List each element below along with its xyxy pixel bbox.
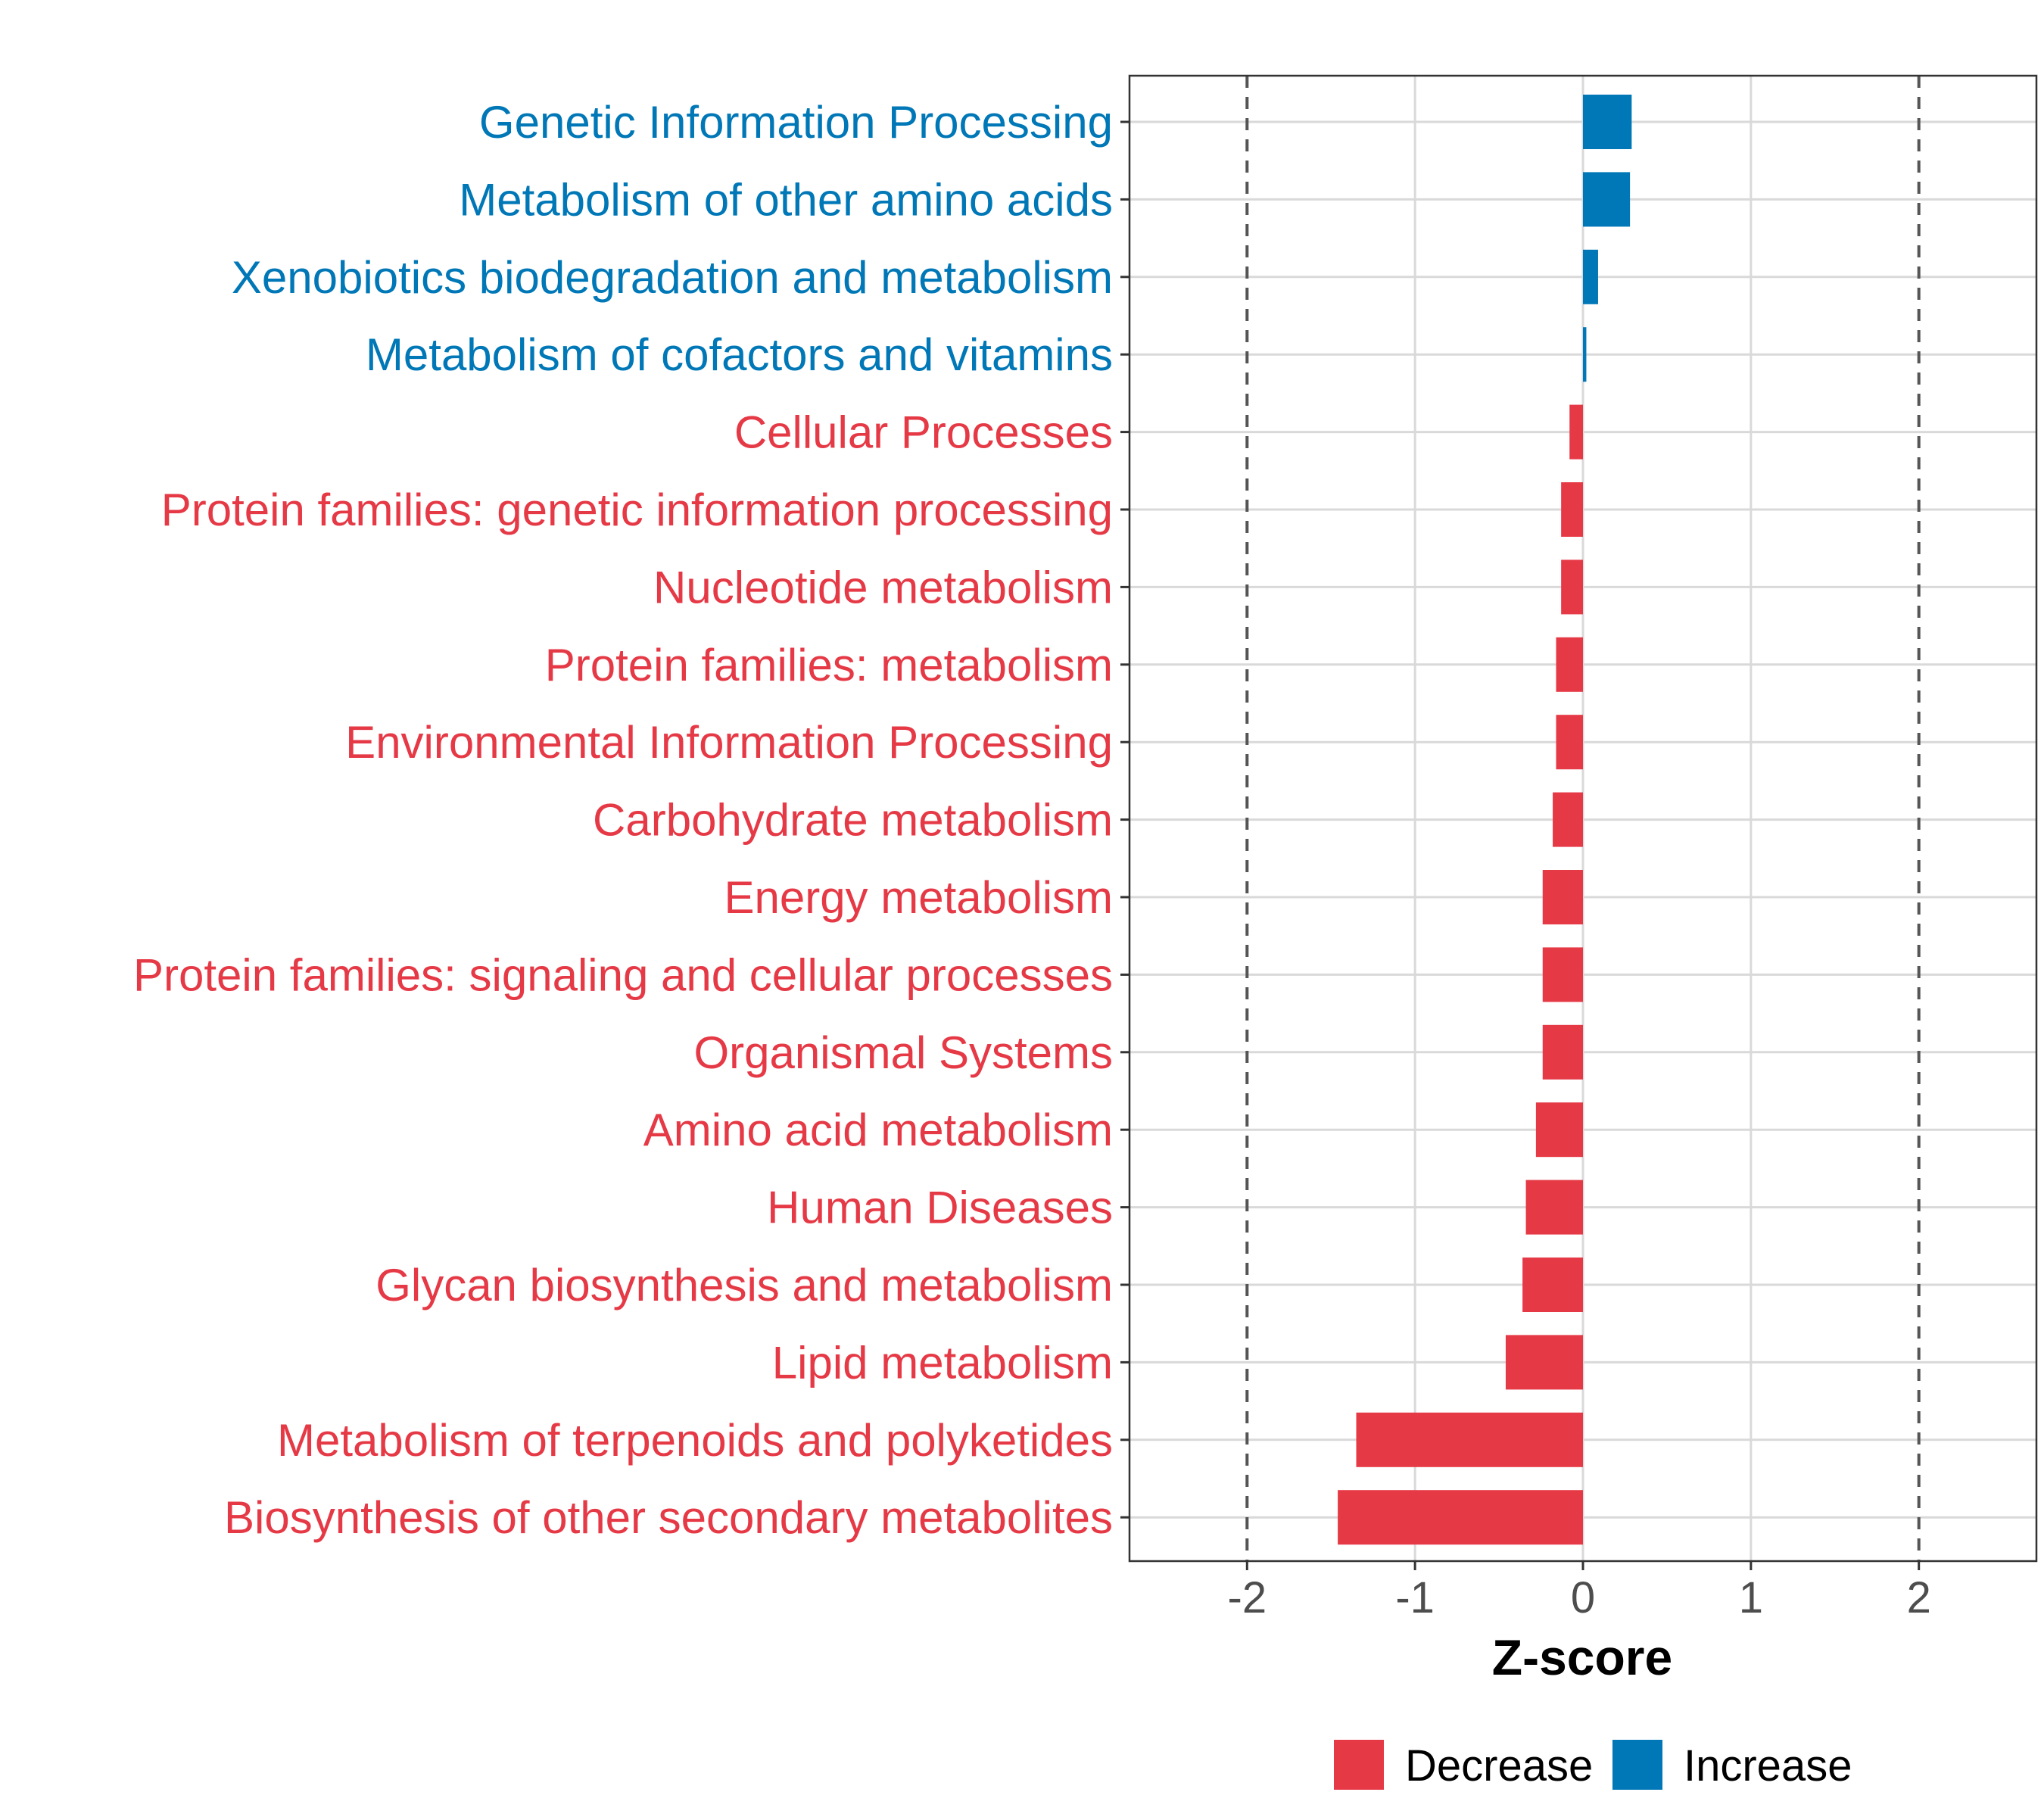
reference-lines <box>1245 76 1921 1561</box>
x-tick-label-2: 0 <box>1571 1573 1595 1622</box>
legend-swatch-decrease <box>1334 1740 1384 1790</box>
bar-5 <box>1561 482 1583 537</box>
y-category-label-15: Glycan biosynthesis and metabolism <box>375 1260 1113 1311</box>
legend-label-increase: Increase <box>1684 1741 1852 1791</box>
y-category-label-3: Metabolism of cofactors and vitamins <box>366 329 1113 380</box>
bar-6 <box>1561 559 1583 615</box>
bar-12 <box>1542 1024 1583 1080</box>
x-tick-label-1: -1 <box>1395 1573 1435 1622</box>
y-axis-ticks <box>1120 120 1129 1519</box>
x-axis-ticks: -2 -1 0 1 2 <box>1228 1561 1931 1622</box>
bar-14 <box>1525 1180 1583 1235</box>
y-category-label-5: Protein families: genetic information pr… <box>161 485 1113 535</box>
x-tick-label-3: 1 <box>1739 1573 1763 1622</box>
y-category-label-10: Energy metabolism <box>724 872 1113 923</box>
y-category-label-17: Metabolism of terpenoids and polyketides <box>277 1415 1113 1466</box>
y-category-label-4: Cellular Processes <box>734 407 1113 458</box>
bar-0 <box>1583 95 1632 149</box>
x-tick-label-4: 2 <box>1907 1573 1931 1622</box>
bar-15 <box>1522 1258 1583 1312</box>
y-category-label-1: Metabolism of other amino acids <box>459 174 1113 225</box>
y-category-label-8: Environmental Information Processing <box>345 717 1113 768</box>
y-category-label-18: Biosynthesis of other secondary metaboli… <box>224 1492 1113 1543</box>
y-category-label-7: Protein families: metabolism <box>545 640 1113 690</box>
y-category-label-12: Organismal Systems <box>694 1027 1113 1078</box>
y-category-label-14: Human Diseases <box>767 1183 1113 1233</box>
y-category-label-6: Nucleotide metabolism <box>653 562 1113 612</box>
bar-16 <box>1505 1335 1583 1390</box>
x-tick-label-0: -2 <box>1228 1573 1267 1622</box>
bar-9 <box>1553 792 1583 847</box>
legend-swatch-increase <box>1612 1740 1662 1790</box>
bar-7 <box>1556 637 1583 692</box>
y-category-label-0: Genetic Information Processing <box>479 97 1113 148</box>
bar-13 <box>1535 1102 1583 1158</box>
y-category-label-13: Amino acid metabolism <box>643 1105 1113 1155</box>
y-category-label-9: Carbohydrate metabolism <box>593 795 1113 846</box>
bar-8 <box>1556 715 1583 770</box>
legend-label-decrease: Decrease <box>1405 1741 1593 1791</box>
bar-1 <box>1583 172 1631 227</box>
bar-2 <box>1583 249 1598 304</box>
x-axis-title: Z-score <box>1492 1629 1672 1685</box>
bar-18 <box>1338 1490 1583 1545</box>
bar-17 <box>1356 1412 1583 1467</box>
bars <box>1338 95 1632 1545</box>
y-category-label-2: Xenobiotics biodegradation and metabolis… <box>232 252 1113 303</box>
y-axis-category-labels: Genetic Information Processing Metabolism… <box>133 97 1113 1543</box>
y-category-label-16: Lipid metabolism <box>772 1337 1113 1388</box>
bar-3 <box>1583 327 1587 382</box>
y-category-label-11: Protein families: signaling and cellular… <box>133 949 1113 1000</box>
bar-11 <box>1542 947 1583 1002</box>
bar-4 <box>1569 404 1583 460</box>
legend: Decrease Increase <box>1334 1740 1852 1791</box>
bar-10 <box>1542 870 1583 924</box>
